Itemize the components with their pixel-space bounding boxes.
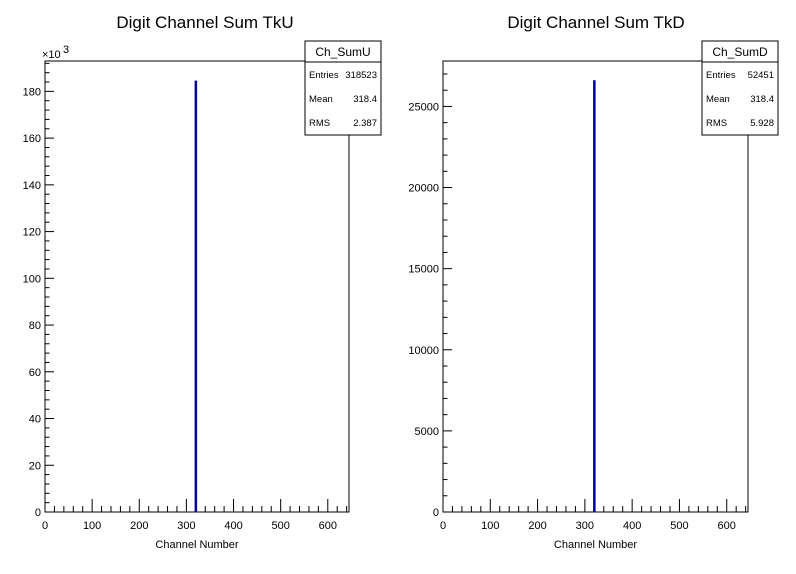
y-tick-label: 40 bbox=[29, 414, 41, 426]
y-tick-label: 20000 bbox=[408, 183, 439, 195]
chart-title: Digit Channel Sum TkU bbox=[116, 13, 293, 32]
x-tick-label: 0 bbox=[42, 520, 48, 532]
x-tick-label: 400 bbox=[224, 520, 242, 532]
stats-value: 2.387 bbox=[353, 118, 377, 129]
x-tick-label: 500 bbox=[271, 520, 289, 532]
stats-value: 5.928 bbox=[750, 118, 774, 129]
stats-label: Entries bbox=[706, 70, 736, 81]
y-tick-label: 0 bbox=[433, 507, 439, 519]
stats-label: Entries bbox=[309, 70, 339, 81]
stats-label: RMS bbox=[706, 118, 727, 129]
x-tick-label: 300 bbox=[177, 520, 195, 532]
y-tick-label: 120 bbox=[23, 227, 41, 239]
x-tick-label: 300 bbox=[576, 520, 594, 532]
x-axis-label: Channel Number bbox=[155, 539, 238, 551]
stats-value: 318.4 bbox=[750, 94, 774, 105]
y-tick-label: 140 bbox=[23, 180, 41, 192]
stats-box bbox=[701, 40, 779, 136]
y-tick-label: 160 bbox=[23, 133, 41, 145]
stats-name: Ch_SumU bbox=[315, 45, 370, 59]
y-tick-label: 60 bbox=[29, 367, 41, 379]
chart-title: Digit Channel Sum TkD bbox=[507, 13, 684, 32]
stats-box bbox=[304, 40, 382, 136]
x-tick-label: 500 bbox=[670, 520, 688, 532]
stats-label: Mean bbox=[706, 94, 730, 105]
x-tick-label: 200 bbox=[528, 520, 546, 532]
y-tick-label: 180 bbox=[23, 86, 41, 98]
stats-value: 52451 bbox=[748, 70, 774, 81]
y-tick-label: 0 bbox=[35, 507, 41, 519]
y-tick-label: 15000 bbox=[408, 264, 439, 276]
x-tick-label: 200 bbox=[130, 520, 148, 532]
y-tick-label: 25000 bbox=[408, 101, 439, 113]
x-tick-label: 100 bbox=[83, 520, 101, 532]
x-axis-label: Channel Number bbox=[554, 539, 637, 551]
stats-name: Ch_SumD bbox=[712, 45, 768, 59]
histogram-bar bbox=[194, 80, 198, 513]
y-tick-label: 100 bbox=[23, 273, 41, 285]
y-tick-label: 10000 bbox=[408, 345, 439, 357]
stats-label: RMS bbox=[309, 118, 330, 129]
y-multiplier-exponent: 3 bbox=[63, 44, 69, 56]
stats-label: Mean bbox=[309, 94, 333, 105]
x-tick-label: 600 bbox=[718, 520, 736, 532]
y-tick-label: 80 bbox=[29, 320, 41, 332]
y-multiplier-label: ×10 bbox=[42, 49, 61, 61]
y-tick-label: 5000 bbox=[415, 426, 439, 438]
histogram-bar bbox=[593, 80, 596, 513]
x-tick-label: 600 bbox=[319, 520, 337, 532]
stats-value: 318.4 bbox=[353, 94, 377, 105]
x-tick-label: 100 bbox=[481, 520, 499, 532]
x-tick-label: 0 bbox=[440, 520, 446, 532]
stats-value: 318523 bbox=[345, 70, 377, 81]
x-tick-label: 400 bbox=[623, 520, 641, 532]
y-tick-label: 20 bbox=[29, 460, 41, 472]
